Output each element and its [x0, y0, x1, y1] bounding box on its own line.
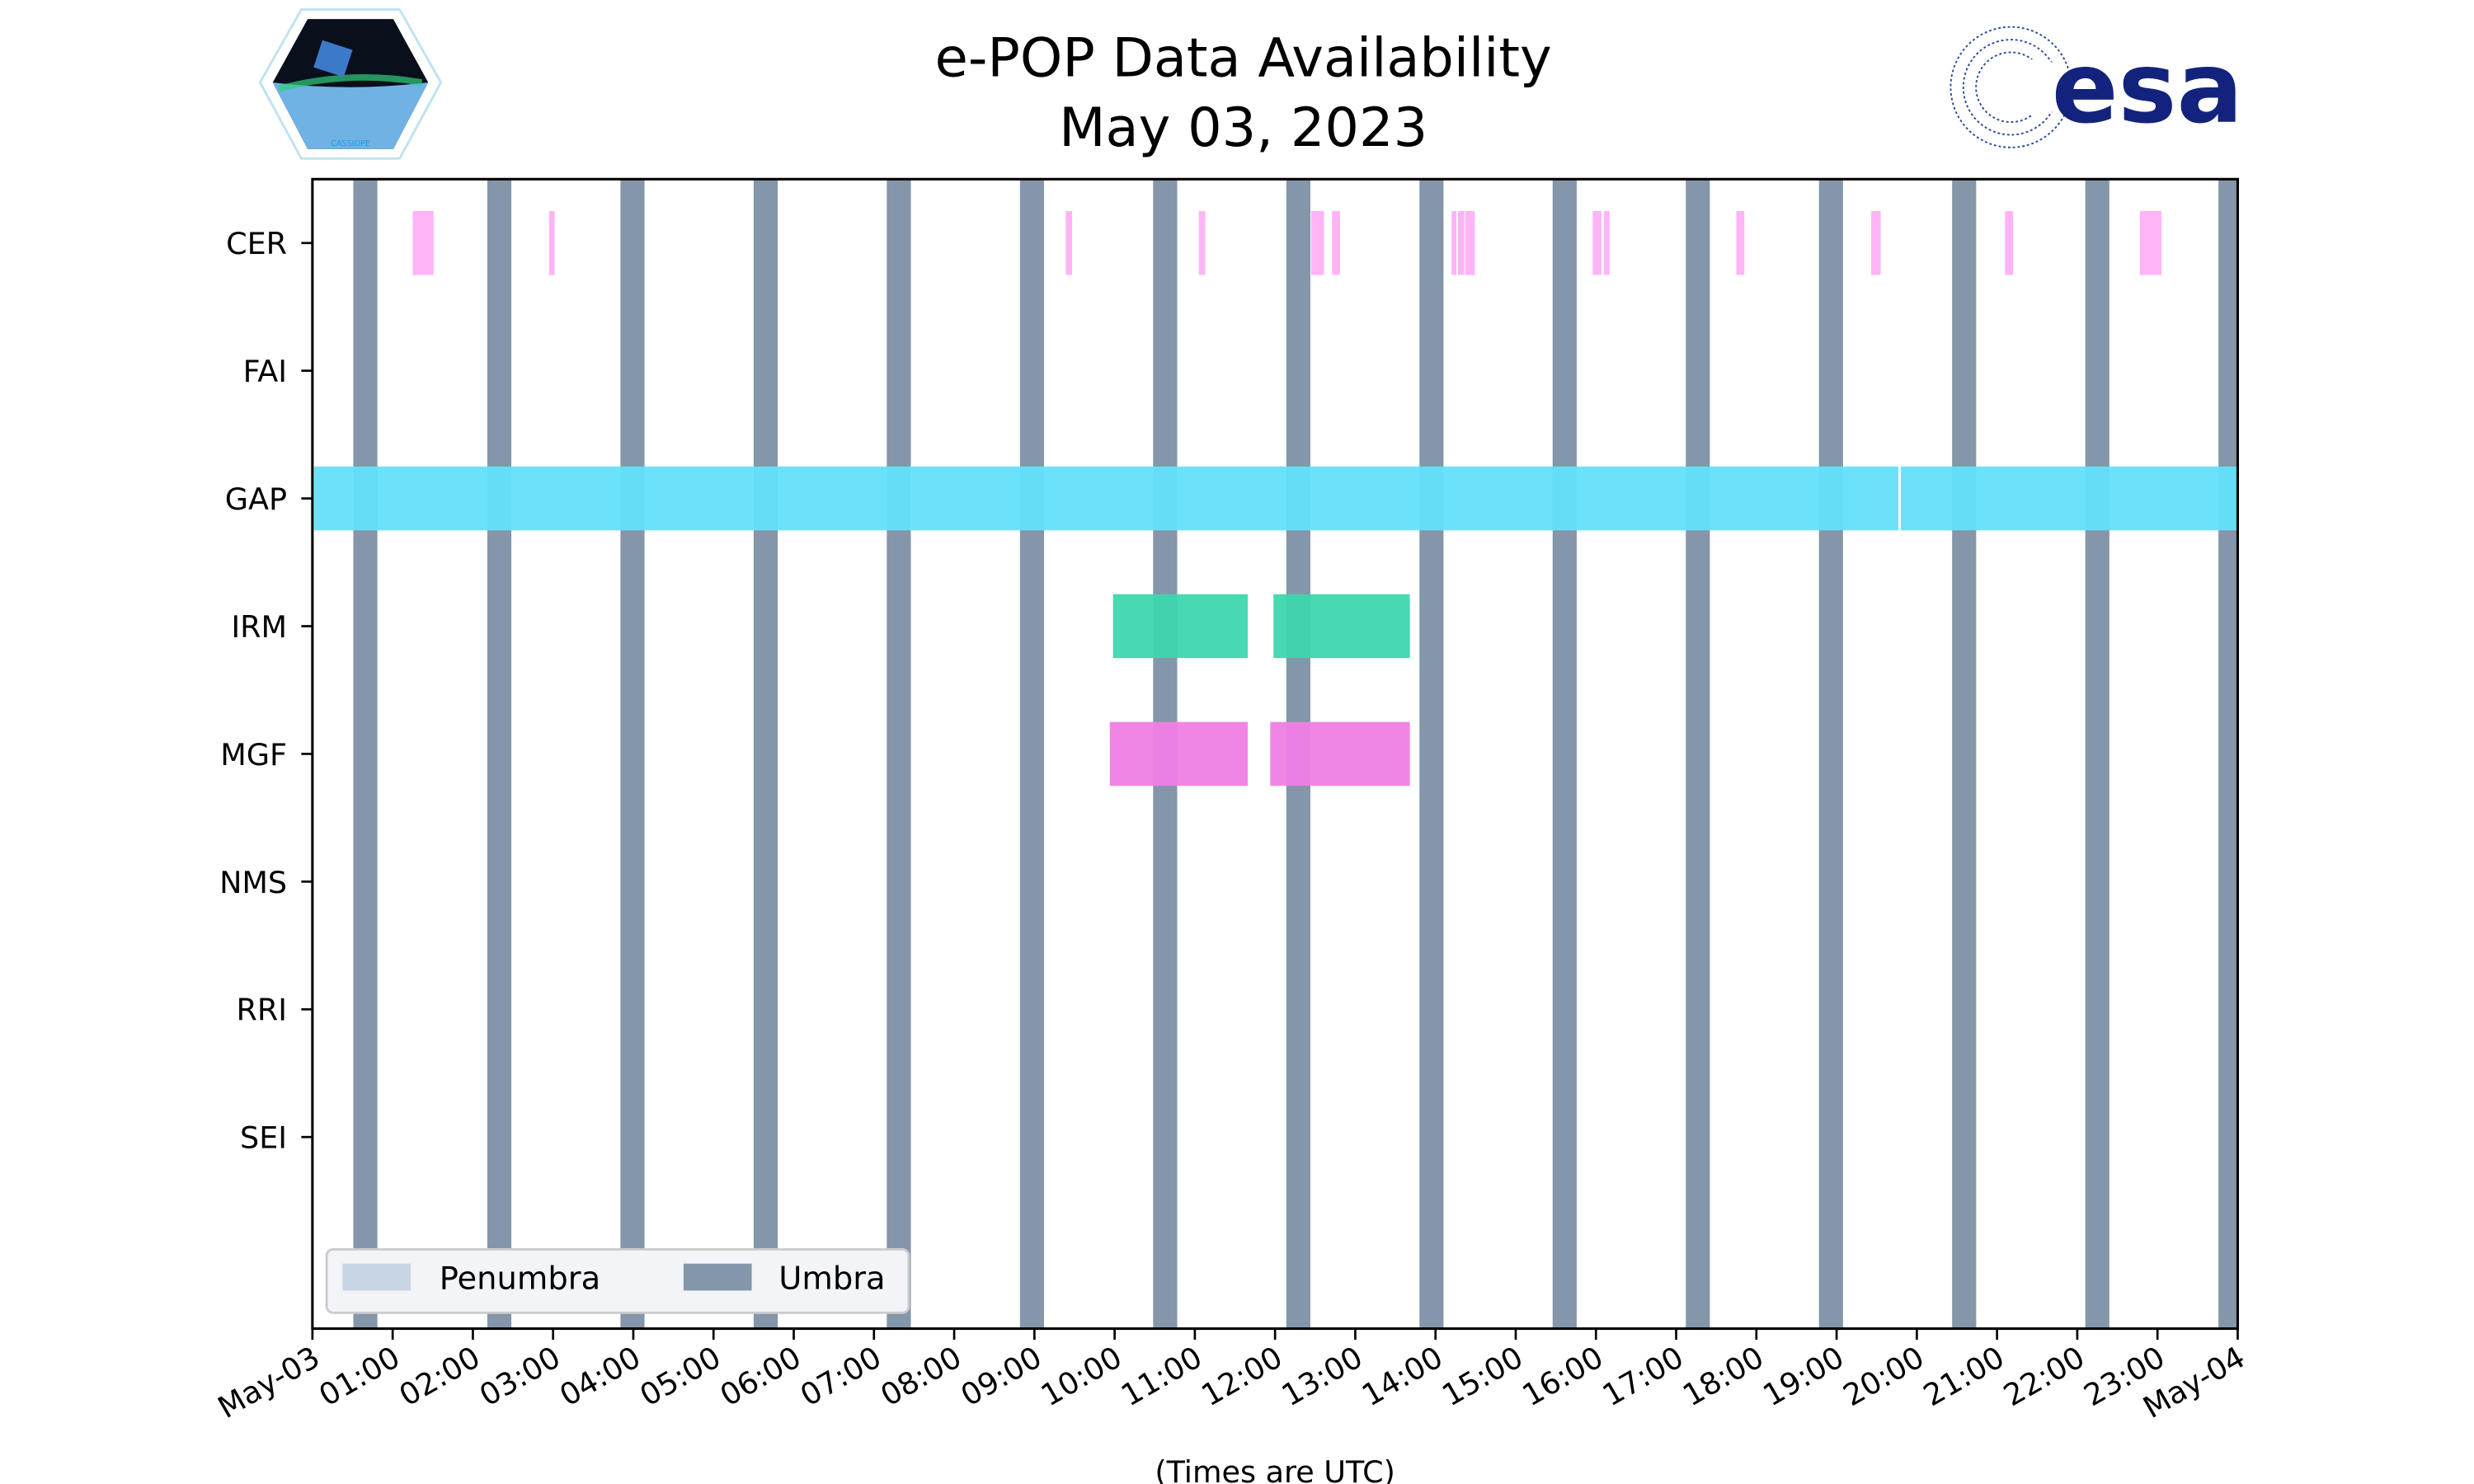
umbra-band: [887, 179, 911, 1329]
availability-bar-mgf: [1109, 721, 1249, 787]
x-tick-label: 06:00: [714, 1339, 807, 1413]
x-tick-label: 02:00: [393, 1339, 487, 1413]
availability-bar-mgf: [1270, 721, 1410, 787]
umbra-layer: [353, 179, 2238, 1329]
x-tick-label: 13:00: [1276, 1339, 1369, 1413]
legend-label-penumbra: Penumbra: [440, 1260, 600, 1297]
umbra-band: [1952, 179, 1977, 1329]
legend-swatch-penumbra: [342, 1263, 412, 1291]
x-tick-label: May-03: [212, 1339, 326, 1425]
umbra-band: [753, 179, 778, 1329]
x-tick-label: 08:00: [874, 1339, 967, 1413]
availability-bar-cer: [1736, 211, 1745, 275]
availability-bar-cer: [1870, 211, 1881, 275]
x-tick-label: 20:00: [1837, 1339, 1931, 1413]
availability-bar-cer: [1065, 211, 1073, 275]
y-axis: CER FAI GAP IRM MGF NMS RRI SEI: [219, 226, 313, 1156]
umbra-band: [1686, 179, 1710, 1329]
chart-subtitle: May 03, 2023: [1059, 96, 1427, 159]
legend-box: [325, 1247, 910, 1314]
availability-bar-cer: [548, 211, 555, 275]
availability-bar-cer: [1310, 211, 1324, 275]
legend-swatch-umbra: [683, 1263, 752, 1291]
umbra-band: [620, 179, 645, 1329]
availability-bar-gap: [313, 466, 1898, 531]
x-tick-label: 18:00: [1677, 1339, 1770, 1413]
x-tick-label: 11:00: [1115, 1339, 1208, 1413]
x-tick-label: 12:00: [1196, 1339, 1289, 1413]
availability-bar-cer: [2005, 211, 2014, 275]
x-tick-label: 19:00: [1757, 1339, 1850, 1413]
y-tick-label-mgf: MGF: [220, 737, 287, 773]
availability-bar-cer: [1451, 211, 1456, 275]
availability-bar-irm: [1112, 594, 1249, 659]
availability-bar-cer: [1457, 211, 1465, 275]
umbra-band: [353, 179, 378, 1329]
x-tick-label: 17:00: [1597, 1339, 1690, 1413]
x-tick-label: 21:00: [1917, 1339, 2011, 1413]
availability-bar-cer: [2139, 211, 2162, 275]
x-tick-label: 15:00: [1436, 1339, 1529, 1413]
chart-title: e-POP Data Availability: [935, 26, 1552, 89]
umbra-band: [1019, 179, 1044, 1329]
availability-bar-cer: [412, 211, 434, 275]
x-tick-label: 04:00: [553, 1339, 647, 1413]
x-tick-label: 07:00: [794, 1339, 887, 1413]
y-tick-label-fai: FAI: [243, 354, 287, 389]
umbra-band: [1818, 179, 1843, 1329]
availability-bar-gap: [1900, 466, 2238, 531]
y-tick-label-gap: GAP: [225, 481, 287, 517]
y-tick-label-rri: RRI: [237, 993, 288, 1028]
y-tick-label-cer: CER: [226, 226, 287, 261]
x-tick-label: 05:00: [634, 1339, 727, 1413]
x-tick-label: 16:00: [1517, 1339, 1610, 1413]
umbra-band: [1552, 179, 1577, 1329]
availability-bar-cer: [1603, 211, 1610, 275]
umbra-band: [2218, 179, 2238, 1329]
x-tick-label: 01:00: [313, 1339, 407, 1413]
legend: Penumbra Umbra: [325, 1247, 910, 1314]
availability-bar-cer: [1592, 211, 1602, 275]
bars-layer: [313, 211, 2238, 787]
x-tick-label: 22:00: [1997, 1339, 2091, 1413]
availability-bar-irm: [1273, 594, 1410, 659]
y-tick-label-irm: IRM: [231, 609, 287, 645]
availability-bar-cer: [1465, 211, 1475, 275]
umbra-band: [487, 179, 512, 1329]
cassiope-logo-text: CASSIOPE: [331, 139, 370, 148]
umbra-band: [2085, 179, 2109, 1329]
x-axis: May-0301:0002:0003:0004:0005:0006:0007:0…: [212, 1328, 2251, 1425]
x-tick-label: 14:00: [1356, 1339, 1449, 1413]
availability-bar-cer: [1332, 211, 1340, 275]
esa-logo: esa: [1950, 26, 2243, 148]
x-axis-label: (Times are UTC): [1155, 1454, 1395, 1484]
y-tick-label-nms: NMS: [219, 865, 287, 900]
x-tick-label: 09:00: [955, 1339, 1048, 1413]
cassiope-logo: CASSIOPE: [258, 8, 443, 160]
esa-logo-text: esa: [2052, 31, 2243, 146]
x-tick-label: 03:00: [473, 1339, 567, 1413]
availability-bar-cer: [1198, 211, 1206, 275]
y-tick-label-sei: SEI: [240, 1120, 287, 1156]
umbra-band: [1419, 179, 1444, 1329]
x-tick-label: 10:00: [1035, 1339, 1128, 1413]
legend-label-umbra: Umbra: [778, 1260, 885, 1297]
